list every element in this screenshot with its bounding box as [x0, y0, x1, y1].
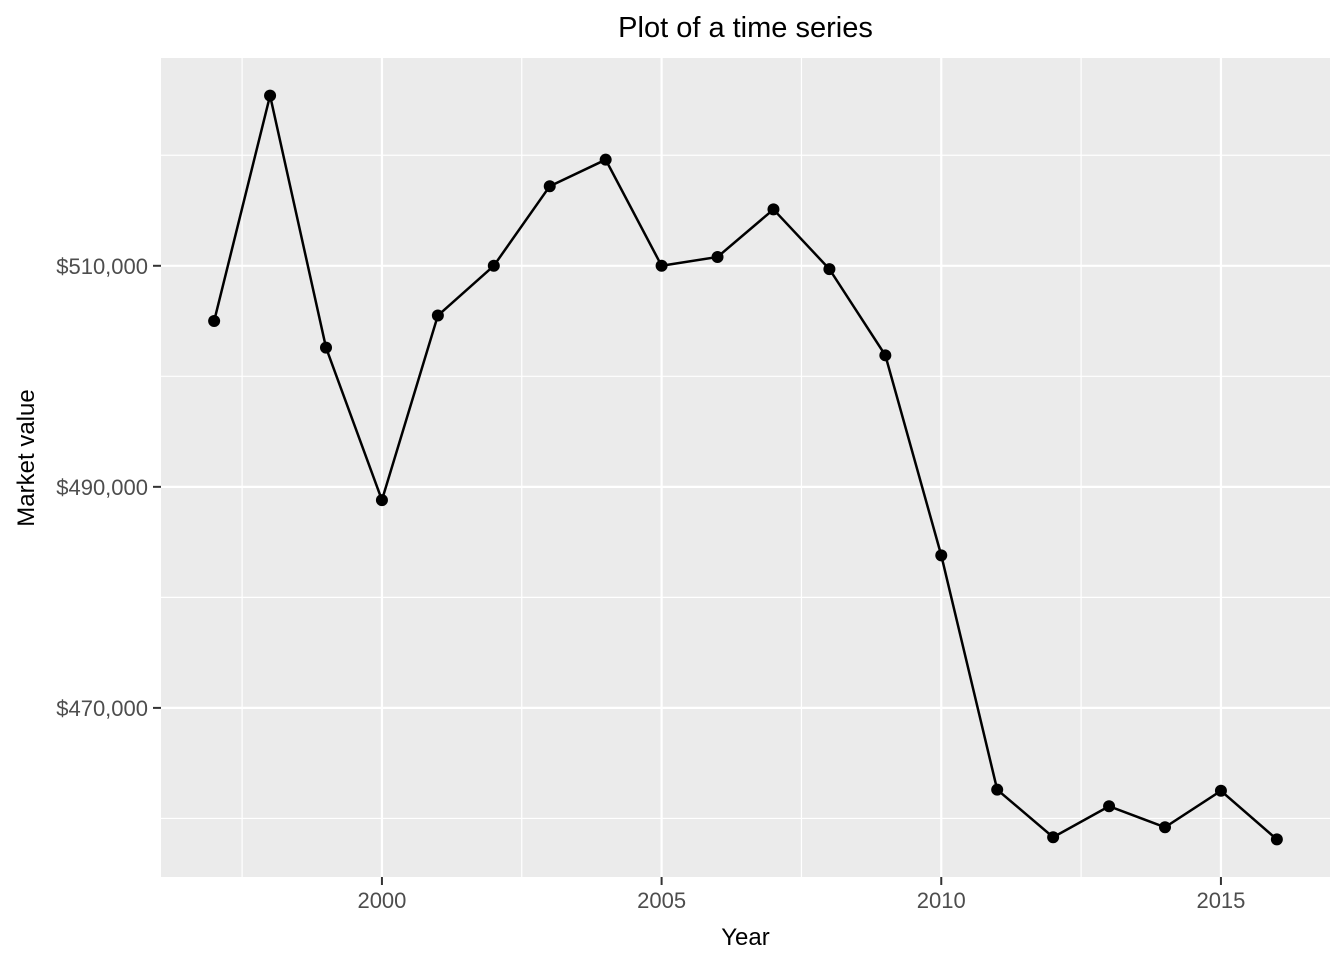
data-point	[264, 89, 277, 102]
y-tick-label: $510,000	[56, 254, 148, 279]
data-point	[1047, 831, 1060, 844]
data-point	[208, 315, 221, 328]
x-tick-label: 2005	[637, 888, 686, 913]
data-point	[543, 180, 556, 193]
x-axis-title: Year	[721, 924, 770, 951]
y-tick-label: $490,000	[56, 475, 148, 500]
x-tick-label: 2010	[917, 888, 966, 913]
data-point	[1158, 821, 1171, 834]
data-point	[1103, 800, 1116, 813]
data-point	[823, 263, 836, 276]
data-point	[375, 494, 388, 507]
y-tick-label: $470,000	[56, 696, 148, 721]
data-point	[599, 153, 612, 166]
y-axis-title: Market value	[13, 389, 40, 527]
data-point	[1270, 833, 1283, 846]
data-point	[991, 783, 1004, 796]
data-point	[1214, 784, 1227, 797]
data-point	[711, 250, 724, 263]
x-tick-label: 2000	[357, 888, 406, 913]
data-point	[935, 549, 948, 562]
data-point	[767, 203, 780, 216]
data-point	[487, 259, 500, 272]
data-point	[879, 349, 892, 362]
chart-title: Plot of a time series	[618, 12, 873, 44]
series-line	[212, 95, 1278, 841]
plot-panel	[161, 58, 1330, 877]
data-point	[431, 309, 444, 322]
x-tick-label: 2015	[1196, 888, 1245, 913]
data-point	[320, 341, 333, 354]
data-point	[655, 259, 668, 272]
